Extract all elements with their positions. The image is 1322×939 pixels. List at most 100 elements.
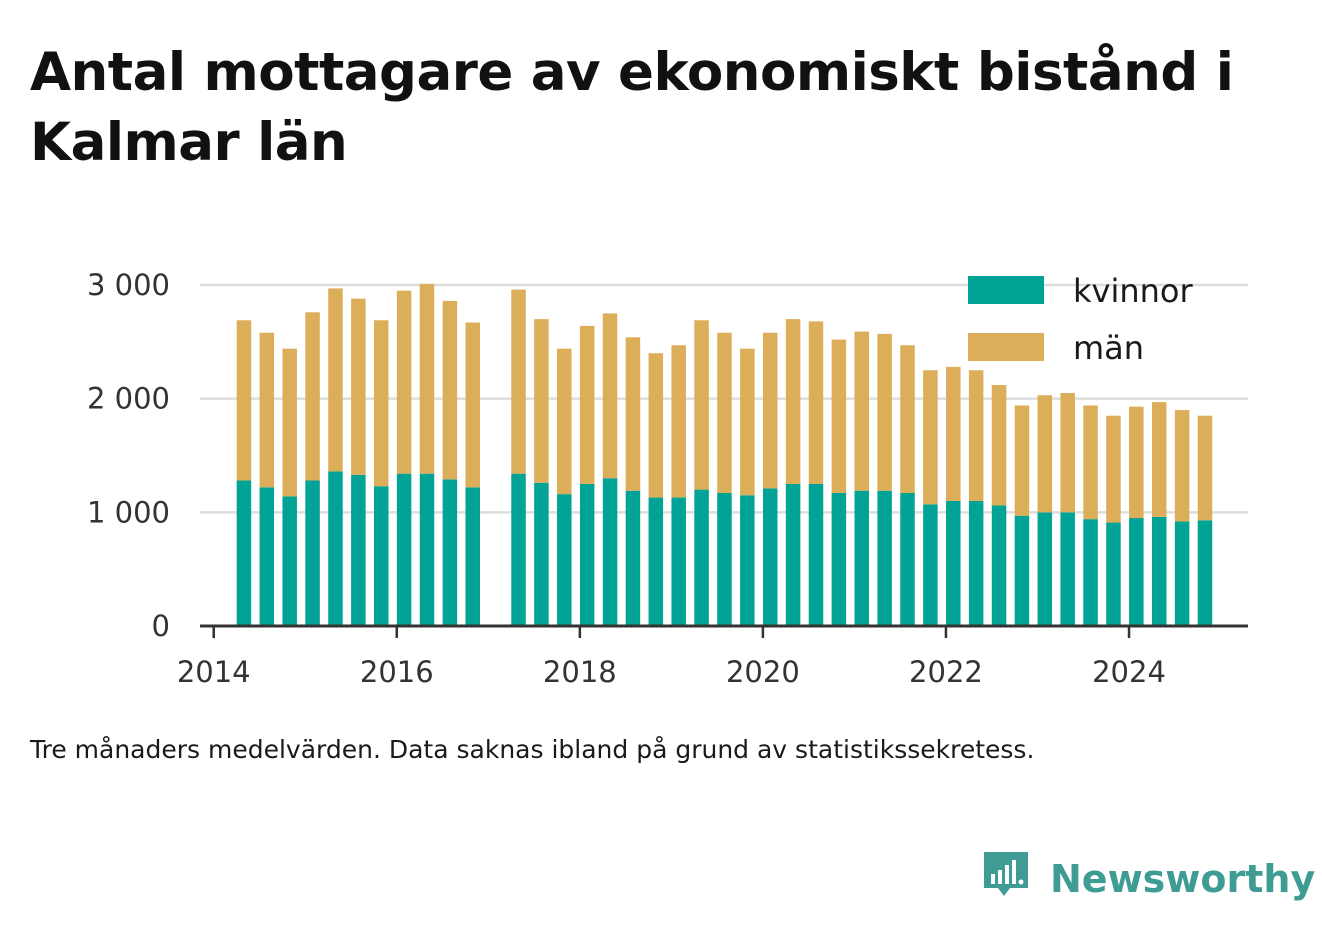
bar-kvinnor (808, 483, 824, 626)
bar-man (579, 325, 595, 484)
bar-man (236, 320, 252, 481)
bar-man (1151, 402, 1167, 517)
bar-kvinnor (511, 473, 526, 626)
bar-man (1083, 405, 1098, 520)
bar-man (1129, 406, 1144, 519)
bar-kvinnor (465, 487, 481, 626)
x-tick-label: 2018 (543, 655, 617, 689)
x-tick-label: 2022 (909, 655, 983, 689)
bar-kvinnor (625, 490, 641, 626)
bar-man (900, 345, 915, 494)
brand-logo[interactable]: Newsworthy (980, 848, 1315, 910)
bar-man (625, 337, 641, 491)
bar-man (351, 298, 366, 475)
y-tick-label: 1 000 (87, 495, 170, 529)
bar-kvinnor (1151, 516, 1167, 626)
bar-kvinnor (236, 480, 252, 626)
bar-man (1014, 405, 1030, 516)
bar-man (419, 283, 435, 474)
bar-kvinnor (602, 478, 618, 626)
bar-man (396, 290, 412, 474)
legend-label-kvinnor: kvinnor (1073, 272, 1194, 310)
bar-kvinnor (1129, 518, 1144, 626)
bar-man (671, 345, 686, 498)
legend-swatch-kvinnor (968, 276, 1044, 304)
axes: 0 1 000 2 000 3 000 2014 2016 2018 2020 2022 2024 (87, 268, 1248, 689)
bar-kvinnor (282, 496, 297, 626)
bar-man (1106, 415, 1121, 523)
x-tick-label: 2014 (177, 655, 251, 689)
bar-kvinnor (557, 494, 572, 626)
x-tick-label: 2016 (360, 655, 434, 689)
bar-kvinnor (534, 482, 549, 626)
bar-man (831, 339, 847, 494)
bar-kvinnor (946, 500, 961, 626)
bar-man (694, 320, 709, 490)
bar-kvinnor (1197, 520, 1213, 626)
bar-man (465, 322, 481, 488)
bar-man (373, 320, 389, 487)
bar-kvinnor (991, 505, 1007, 626)
bar-man (259, 332, 275, 488)
bar-kvinnor (1106, 522, 1121, 626)
newsworthy-logo-icon (984, 852, 1028, 896)
x-tick-label: 2024 (1092, 655, 1166, 689)
bar-kvinnor (1037, 512, 1053, 626)
legend: kvinnor män (968, 272, 1194, 367)
bar-kvinnor (1060, 512, 1075, 626)
bar-man (648, 353, 664, 498)
bar-kvinnor (1014, 515, 1030, 626)
bar-man (854, 331, 870, 491)
bar-man (305, 312, 320, 481)
bars (236, 283, 1213, 626)
bar-kvinnor (968, 500, 984, 626)
x-tick-label: 2020 (726, 655, 800, 689)
bar-man (877, 333, 892, 491)
bar-kvinnor (1083, 519, 1098, 626)
y-tick-label: 2 000 (87, 382, 170, 416)
y-tick-label: 0 (152, 609, 170, 643)
bar-kvinnor (351, 474, 366, 626)
brand-name: Newsworthy (1050, 857, 1316, 901)
bar-kvinnor (762, 488, 778, 626)
bar-man (785, 319, 801, 484)
bar-man (808, 321, 824, 484)
bar-kvinnor (694, 489, 709, 626)
bar-kvinnor (1174, 521, 1190, 626)
bar-kvinnor (923, 504, 938, 626)
bar-man (1037, 395, 1053, 513)
bar-kvinnor (396, 473, 412, 626)
bar-kvinnor (442, 479, 458, 626)
bar-man (282, 348, 297, 497)
bar-man (762, 332, 778, 489)
bar-kvinnor (648, 497, 664, 626)
bar-man (1060, 392, 1075, 513)
bar-man (923, 370, 938, 505)
bar-kvinnor (877, 490, 892, 626)
bar-man (1197, 415, 1213, 521)
bar-kvinnor (900, 493, 915, 626)
bar-kvinnor (579, 483, 595, 626)
chart-title: Antal mottagare av ekonomiskt bistånd i … (30, 42, 1234, 173)
bar-man (511, 289, 526, 474)
bar-man (968, 370, 984, 501)
bar-kvinnor (259, 487, 275, 626)
bar-kvinnor (328, 471, 343, 626)
bar-kvinnor (305, 480, 320, 626)
y-tick-label: 3 000 (87, 268, 170, 302)
bar-kvinnor (717, 493, 732, 626)
bar-man (1174, 410, 1190, 522)
bar-man (328, 288, 343, 472)
bar-kvinnor (419, 473, 435, 626)
legend-swatch-man (968, 333, 1044, 361)
bar-man (442, 300, 458, 480)
bar-man (557, 348, 572, 495)
bar-man (602, 313, 618, 479)
bar-kvinnor (785, 483, 801, 626)
bar-kvinnor (740, 495, 755, 626)
chart-caption: Tre månaders medelvärden. Data saknas ib… (30, 735, 1035, 764)
bar-man (946, 366, 961, 501)
bar-man (740, 348, 755, 496)
bar-man (717, 332, 732, 494)
bar-kvinnor (373, 486, 389, 626)
